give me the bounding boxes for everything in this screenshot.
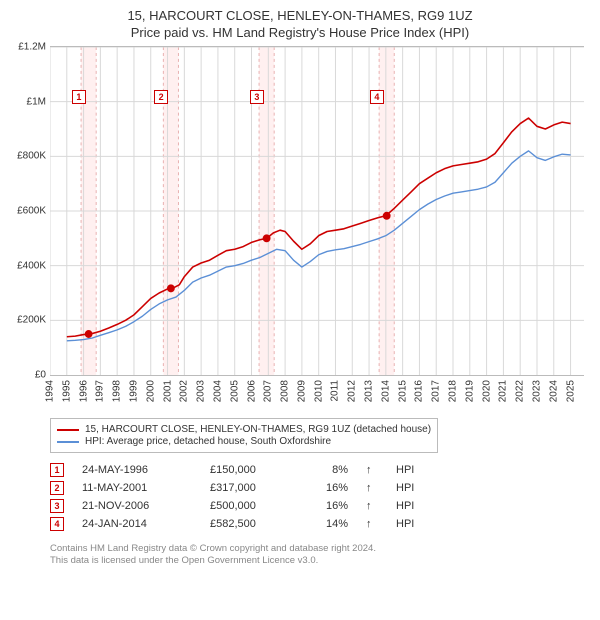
event-pct: 8%: [308, 464, 348, 476]
event-row: 4 24-JAN-2014 £582,500 14% ↑ HPI: [50, 517, 588, 531]
attribution-line1: Contains HM Land Registry data © Crown c…: [50, 543, 588, 555]
sale-dot: [383, 212, 391, 220]
x-tick-label: 2001: [162, 380, 173, 402]
x-tick-label: 2024: [548, 380, 559, 402]
title-block: 15, HARCOURT CLOSE, HENLEY-ON-THAMES, RG…: [12, 8, 588, 40]
event-number: 1: [50, 463, 64, 477]
x-tick-label: 2014: [380, 380, 391, 402]
event-price: £500,000: [210, 500, 290, 512]
x-tick-label: 2015: [397, 380, 408, 402]
x-tick-label: 1996: [78, 380, 89, 402]
event-price: £150,000: [210, 464, 290, 476]
x-tick-label: 2022: [515, 380, 526, 402]
event-date: 21-NOV-2006: [82, 500, 192, 512]
x-tick-label: 2010: [313, 380, 324, 402]
marker-box: 3: [250, 90, 264, 104]
x-tick-label: 1997: [95, 380, 106, 402]
event-tag: HPI: [396, 464, 414, 476]
x-tick-label: 2016: [414, 380, 425, 402]
x-tick-label: 2013: [364, 380, 375, 402]
legend-swatch: [57, 429, 79, 431]
y-axis-ticks: £0£200K£400K£600K£800K£1M£1.2M: [12, 47, 48, 375]
event-date: 24-JAN-2014: [82, 518, 192, 530]
x-tick-label: 2004: [212, 380, 223, 402]
event-number: 4: [50, 517, 64, 531]
legend-item: HPI: Average price, detached house, Sout…: [57, 436, 431, 447]
marker-box: 1: [72, 90, 86, 104]
sale-dot: [263, 234, 271, 242]
arrow-up-icon: ↑: [366, 464, 378, 476]
arrow-up-icon: ↑: [366, 518, 378, 530]
attribution: Contains HM Land Registry data © Crown c…: [50, 543, 588, 568]
event-pct: 16%: [308, 500, 348, 512]
x-tick-label: 2021: [498, 380, 509, 402]
x-tick-label: 2008: [280, 380, 291, 402]
x-tick-label: 1998: [112, 380, 123, 402]
events-table: 1 24-MAY-1996 £150,000 8% ↑ HPI 2 11-MAY-2001 £3…: [50, 459, 588, 535]
legend-label: 15, HARCOURT CLOSE, HENLEY-ON-THAMES, RG…: [85, 424, 431, 435]
event-tag: HPI: [396, 518, 414, 530]
x-tick-label: 2018: [448, 380, 459, 402]
event-date: 11-MAY-2001: [82, 482, 192, 494]
sale-dot: [85, 330, 93, 338]
y-tick-label: £0: [35, 370, 46, 381]
x-tick-label: 2002: [179, 380, 190, 402]
event-date: 24-MAY-1996: [82, 464, 192, 476]
x-tick-label: 1994: [45, 380, 56, 402]
chart-svg: [50, 47, 584, 375]
arrow-up-icon: ↑: [366, 482, 378, 494]
event-tag: HPI: [396, 482, 414, 494]
legend: 15, HARCOURT CLOSE, HENLEY-ON-THAMES, RG…: [50, 418, 438, 453]
x-tick-label: 2012: [347, 380, 358, 402]
x-tick-label: 2005: [229, 380, 240, 402]
legend-label: HPI: Average price, detached house, Sout…: [85, 436, 331, 447]
x-tick-label: 2009: [296, 380, 307, 402]
x-tick-label: 2003: [196, 380, 207, 402]
x-tick-label: 2017: [431, 380, 442, 402]
x-tick-label: 2019: [464, 380, 475, 402]
x-tick-label: 2000: [145, 380, 156, 402]
legend-item: 15, HARCOURT CLOSE, HENLEY-ON-THAMES, RG…: [57, 424, 431, 435]
y-tick-label: £1.2M: [18, 42, 46, 53]
x-tick-label: 2007: [263, 380, 274, 402]
x-tick-label: 2006: [246, 380, 257, 402]
chart-container: 15, HARCOURT CLOSE, HENLEY-ON-THAMES, RG…: [0, 0, 600, 620]
title-address: 15, HARCOURT CLOSE, HENLEY-ON-THAMES, RG…: [12, 8, 588, 23]
event-number: 3: [50, 499, 64, 513]
attribution-line2: This data is licensed under the Open Gov…: [50, 555, 588, 567]
marker-box: 4: [370, 90, 384, 104]
x-tick-label: 2020: [481, 380, 492, 402]
event-pct: 16%: [308, 482, 348, 494]
chart-plot-area: £0£200K£400K£600K£800K£1M£1.2M 1234: [50, 46, 584, 376]
x-tick-label: 1999: [128, 380, 139, 402]
y-tick-label: £400K: [17, 260, 46, 271]
x-tick-label: 2025: [565, 380, 576, 402]
event-tag: HPI: [396, 500, 414, 512]
marker-box: 2: [154, 90, 168, 104]
event-number: 2: [50, 481, 64, 495]
y-tick-label: £800K: [17, 151, 46, 162]
x-tick-label: 2023: [531, 380, 542, 402]
event-row: 1 24-MAY-1996 £150,000 8% ↑ HPI: [50, 463, 588, 477]
y-tick-label: £1M: [27, 96, 46, 107]
event-price: £317,000: [210, 482, 290, 494]
event-row: 2 11-MAY-2001 £317,000 16% ↑ HPI: [50, 481, 588, 495]
event-price: £582,500: [210, 518, 290, 530]
x-tick-label: 1995: [61, 380, 72, 402]
title-subtitle: Price paid vs. HM Land Registry's House …: [12, 25, 588, 40]
legend-swatch: [57, 441, 79, 443]
event-row: 3 21-NOV-2006 £500,000 16% ↑ HPI: [50, 499, 588, 513]
y-tick-label: £200K: [17, 315, 46, 326]
x-tick-label: 2011: [330, 380, 341, 402]
sale-dot: [167, 284, 175, 292]
y-tick-label: £600K: [17, 206, 46, 217]
event-pct: 14%: [308, 518, 348, 530]
x-axis-ticks: 1994199519961997199819992000200120022003…: [50, 376, 584, 410]
arrow-up-icon: ↑: [366, 500, 378, 512]
